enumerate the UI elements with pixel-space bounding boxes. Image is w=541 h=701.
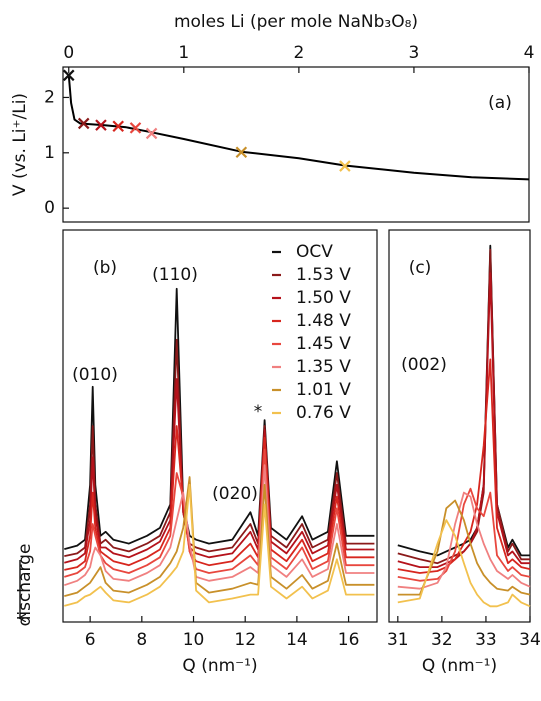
cross-marker: [95, 119, 107, 131]
legend-label: 1.01 V: [296, 380, 351, 400]
x-tick-label: 8: [136, 630, 147, 650]
spectrum-line: [397, 519, 531, 608]
panel-label: (a): [488, 93, 512, 113]
x-tick-label: 16: [338, 630, 360, 650]
spectrum-line: [397, 248, 530, 565]
peak-annotation: (002): [401, 355, 447, 375]
legend-label: 1.45 V: [296, 334, 351, 354]
x-axis-label: Q (nm⁻¹): [182, 656, 257, 676]
plot-frame: [388, 229, 531, 623]
cross-marker: [62, 69, 75, 82]
cross-marker: [129, 122, 142, 134]
spectrum-line: [397, 491, 531, 590]
spectrum-line: [64, 483, 375, 607]
y-tick-label: 1: [44, 143, 55, 163]
spectrum-line: [397, 272, 530, 568]
spectrum-line: [397, 358, 531, 574]
x-tick-label: 32: [431, 630, 453, 650]
y-axis-label: V (vs. Li⁺/Li): [10, 93, 30, 196]
peak-annotation: *: [254, 402, 263, 422]
x-tick-label: 10: [183, 630, 205, 650]
x-tick-label: 34: [519, 630, 541, 650]
x-axis-label: Q (nm⁻¹): [422, 656, 497, 676]
cross-marker: [339, 160, 351, 172]
x-axis-label: moles Li (per mole NaNb₃O₈): [174, 12, 418, 32]
peak-annotation: (110): [152, 265, 198, 285]
legend-label: 1.50 V: [296, 288, 351, 308]
peak-annotation: (020): [212, 484, 258, 504]
legend-label: 0.76 V: [296, 403, 351, 423]
spectrum-line: [64, 448, 375, 578]
cross-marker: [235, 146, 248, 159]
x-tick-label: 12: [234, 630, 256, 650]
x-tick-label: 6: [85, 630, 96, 650]
cross-marker: [145, 127, 158, 140]
legend-label: 1.48 V: [296, 311, 351, 331]
x-tick-label: 14: [286, 630, 308, 650]
legend-label: 1.53 V: [296, 265, 351, 285]
panel-label: (b): [93, 258, 117, 278]
x-tick-label: 4: [524, 43, 535, 63]
x-tick-label: 2: [293, 43, 304, 63]
x-tick-label: 3: [409, 43, 420, 63]
y-tick-label: 0: [44, 198, 55, 218]
panel-label: (c): [409, 258, 432, 278]
voltage-curve: [67, 75, 530, 181]
x-tick-label: 33: [475, 630, 497, 650]
y-tick-label: 2: [44, 87, 55, 107]
y-axis-label: discharge: [15, 544, 35, 627]
cross-marker: [77, 117, 90, 130]
cross-marker: [112, 120, 125, 133]
spectrum-line: [64, 476, 375, 597]
plot-frame: [62, 66, 530, 223]
x-tick-label: 1: [178, 43, 189, 63]
plot-frame: [62, 229, 378, 623]
spectrum-line: [64, 464, 375, 587]
legend-label: OCV: [296, 242, 333, 262]
legend-label: 1.35 V: [296, 357, 351, 377]
x-tick-label: 0: [63, 43, 74, 63]
peak-annotation: (010): [72, 365, 118, 385]
x-tick-label: 31: [387, 630, 409, 650]
